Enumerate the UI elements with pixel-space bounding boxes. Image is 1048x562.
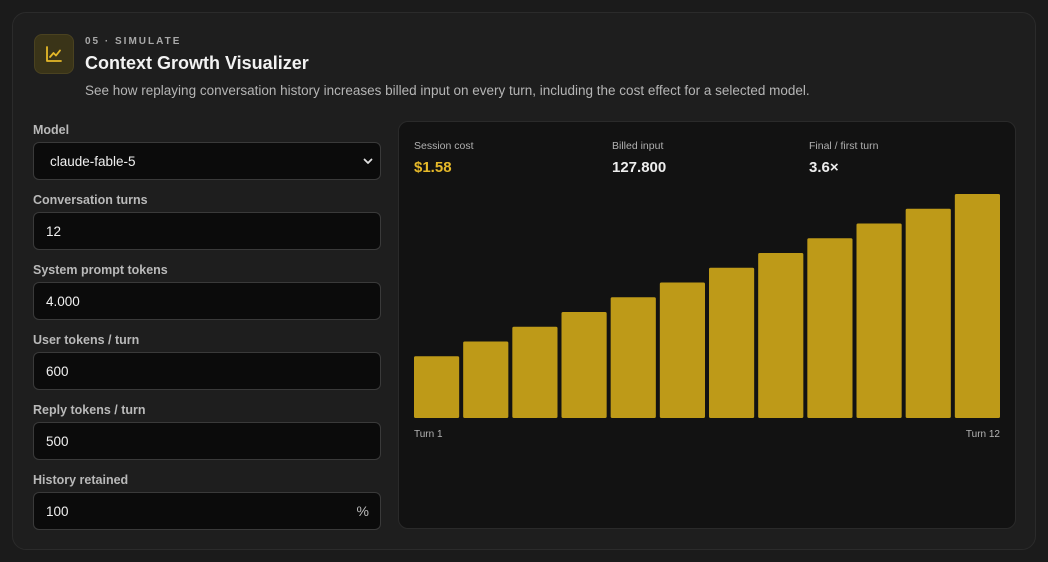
session-cost-value: $1.58	[414, 159, 452, 176]
user-tokens-input[interactable]: 600	[33, 352, 381, 390]
session-cost-label: Session cost	[414, 140, 474, 152]
system-prompt-input-value: 4.000	[46, 293, 80, 309]
bar-turn-2	[463, 341, 509, 418]
history-retained-label: History retained	[33, 473, 129, 487]
ratio-stat: Final / first turn 3.6×	[809, 140, 878, 176]
model-label: Model	[33, 123, 70, 137]
model-select-value: claude-fable-5	[50, 153, 136, 169]
session-cost-stat: Session cost $1.58	[414, 140, 474, 176]
percent-suffix: %	[356, 503, 369, 519]
reply-tokens-label: Reply tokens / turn	[33, 403, 146, 417]
billed-input-value: 127.800	[612, 159, 667, 176]
bar-turn-5	[610, 297, 656, 418]
ratio-value: 3.6×	[809, 159, 839, 176]
billed-input-stat: Billed input 127.800	[612, 140, 666, 176]
bar-turn-6	[659, 282, 705, 418]
reply-tokens-input-value: 500	[46, 433, 69, 449]
reply-tokens-input[interactable]: 500	[33, 422, 381, 460]
billed-input-label: Billed input	[612, 140, 664, 152]
turns-label: Conversation turns	[33, 193, 148, 207]
chart-panel: Session cost $1.58 Billed input 127.800 …	[398, 121, 1016, 529]
bar-turn-1	[414, 356, 460, 418]
user-tokens-label: User tokens / turn	[33, 333, 140, 347]
x-axis-start-label: Turn 1	[414, 429, 443, 440]
history-retained-input[interactable]: 100 %	[33, 492, 381, 530]
bar-turn-9	[807, 238, 853, 418]
history-retained-input-value: 100	[46, 503, 69, 519]
system-prompt-label: System prompt tokens	[33, 263, 168, 277]
turns-input[interactable]: 12	[33, 212, 381, 250]
bar-turn-7	[709, 267, 755, 418]
bar-turn-12	[954, 194, 1000, 418]
simulation-form: Model claude-fable-5 Conversation turns …	[33, 123, 381, 543]
user-tokens-input-value: 600	[46, 363, 69, 379]
bar-turn-4	[561, 312, 607, 418]
line-chart-icon	[34, 34, 74, 74]
bar-turn-8	[758, 253, 804, 418]
context-growth-card: 05 · SIMULATE Context Growth Visualizer …	[12, 12, 1036, 550]
system-prompt-input[interactable]: 4.000	[33, 282, 381, 320]
page-subtitle: See how replaying conversation history i…	[85, 83, 810, 98]
section-eyebrow: 05 · SIMULATE	[85, 36, 182, 47]
x-axis-end-label: Turn 12	[965, 429, 1000, 440]
page-title: Context Growth Visualizer	[85, 53, 309, 73]
ratio-label: Final / first turn	[809, 140, 879, 152]
bar-turn-11	[905, 208, 951, 418]
turns-input-value: 12	[46, 223, 62, 239]
model-select[interactable]: claude-fable-5	[33, 142, 381, 180]
bar-turn-10	[856, 223, 902, 418]
chevron-down-icon	[363, 158, 373, 164]
context-growth-bar-chart	[414, 194, 1000, 418]
bar-turn-3	[512, 326, 558, 418]
